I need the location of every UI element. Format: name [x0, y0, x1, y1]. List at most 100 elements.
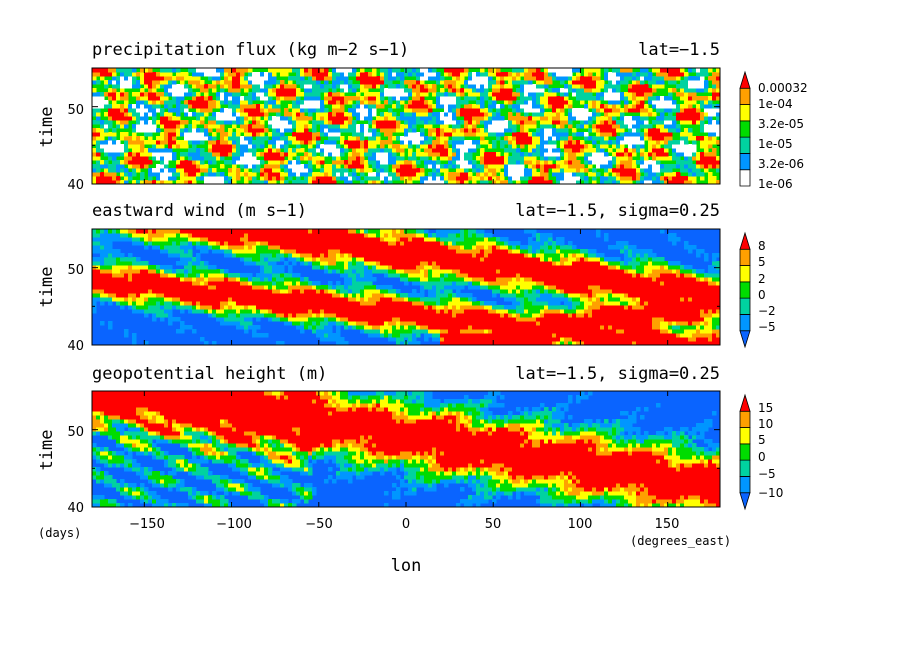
- field-cell: [340, 128, 345, 133]
- field-cell: [228, 112, 233, 117]
- field-cell: [668, 128, 673, 133]
- field-cell: [492, 80, 497, 85]
- field-cell: [532, 325, 537, 330]
- field-cell: [296, 160, 301, 165]
- field-cell: [356, 124, 361, 129]
- field-cell: [508, 80, 513, 85]
- field-cell: [332, 116, 337, 121]
- field-cell: [608, 104, 613, 109]
- field-cell: [240, 172, 245, 177]
- field-cell: [448, 172, 453, 177]
- field-cell: [708, 337, 713, 342]
- field-cell: [452, 68, 457, 73]
- field-cell: [512, 136, 517, 141]
- field-cell: [564, 152, 569, 157]
- field-cell: [144, 104, 149, 109]
- field-cell: [232, 116, 237, 121]
- field-cell: [264, 156, 269, 161]
- field-cell: [444, 92, 449, 97]
- field-cell: [500, 305, 505, 310]
- field-cell: [384, 164, 389, 169]
- field-cell: [564, 164, 569, 169]
- field-cell: [288, 313, 293, 318]
- field-cell: [596, 116, 601, 121]
- field-cell: [568, 317, 573, 322]
- field-cell: [112, 152, 117, 157]
- field-cell: [468, 341, 473, 346]
- field-cell: [308, 172, 313, 177]
- field-cell: [536, 172, 541, 177]
- field-cell: [140, 124, 145, 129]
- field-cell: [220, 140, 225, 145]
- field-cell: [292, 140, 297, 145]
- field-cell: [428, 321, 433, 326]
- field-cell: [256, 96, 261, 101]
- field-cell: [280, 92, 285, 97]
- field-cell: [252, 333, 257, 338]
- field-cell: [132, 152, 137, 157]
- field-cell: [520, 84, 525, 89]
- field-cell: [552, 68, 557, 73]
- field-cell: [168, 168, 173, 173]
- field-cell: [716, 84, 721, 89]
- field-cell: [680, 325, 685, 330]
- field-cell: [348, 140, 353, 145]
- field-cell: [696, 333, 701, 338]
- field-cell: [480, 313, 485, 318]
- field-cell: [328, 116, 333, 121]
- field-cell: [304, 180, 309, 185]
- field-cell: [484, 128, 489, 133]
- field-cell: [144, 76, 149, 81]
- field-cell: [472, 104, 477, 109]
- field-cell: [448, 96, 453, 101]
- field-cell: [524, 176, 529, 181]
- field-cell: [96, 132, 101, 137]
- field-cell: [616, 80, 621, 85]
- field-cell: [532, 140, 537, 145]
- field-cell: [648, 92, 653, 97]
- field-cell: [188, 305, 193, 310]
- field-cell: [376, 172, 381, 177]
- field-cell: [244, 180, 249, 185]
- field-cell: [344, 341, 349, 346]
- field-cell: [444, 132, 449, 137]
- field-cell: [520, 72, 525, 77]
- field-cell: [228, 72, 233, 77]
- field-cell: [560, 329, 565, 334]
- field-cell: [684, 88, 689, 93]
- field-cell: [296, 140, 301, 145]
- field-cell: [672, 88, 677, 93]
- field-cell: [284, 305, 289, 310]
- field-cell: [584, 88, 589, 93]
- field-cell: [648, 172, 653, 177]
- field-cell: [432, 144, 437, 149]
- field-cell: [712, 176, 717, 181]
- field-cell: [96, 112, 101, 117]
- field-cell: [296, 144, 301, 149]
- field-cell: [588, 120, 593, 125]
- field-cell: [216, 180, 221, 185]
- field-cell: [532, 88, 537, 93]
- field-cell: [200, 156, 205, 161]
- field-cell: [92, 172, 97, 177]
- field-cell: [196, 72, 201, 77]
- field-cell: [384, 305, 389, 310]
- field-cell: [364, 309, 369, 314]
- field-cell: [556, 108, 561, 113]
- field-cell: [196, 84, 201, 89]
- field-cell: [716, 341, 721, 346]
- field-cell: [400, 152, 405, 157]
- field-cell: [404, 116, 409, 121]
- field-cell: [508, 148, 513, 153]
- field-cell: [556, 176, 561, 181]
- field-cell: [544, 317, 549, 322]
- field-cell: [680, 108, 685, 113]
- field-cell: [240, 144, 245, 149]
- field-cell: [676, 172, 681, 177]
- field-cell: [548, 333, 553, 338]
- field-cell: [684, 148, 689, 153]
- field-cell: [464, 321, 469, 326]
- field-cell: [244, 172, 249, 177]
- field-cell: [168, 100, 173, 105]
- field-cell: [452, 140, 457, 145]
